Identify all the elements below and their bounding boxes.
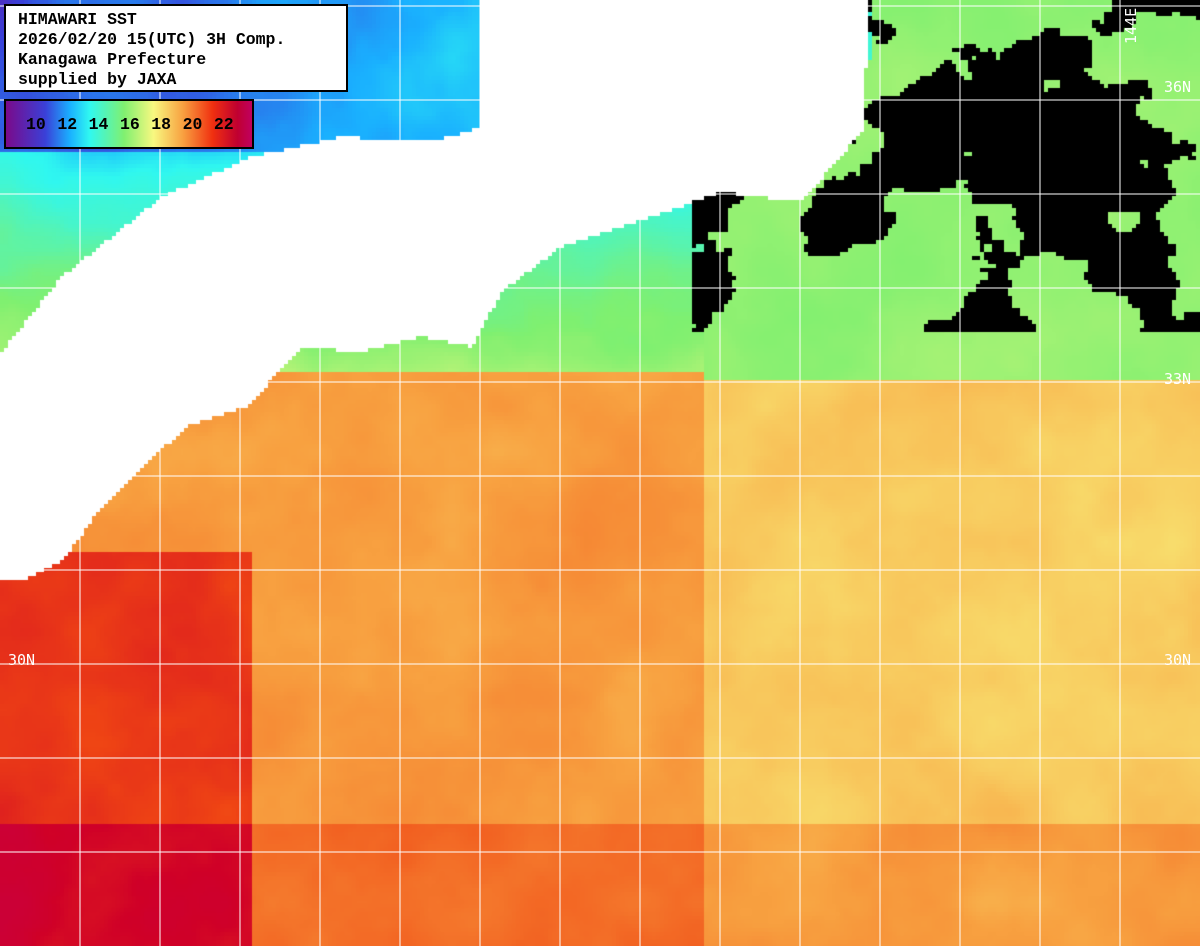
- legend-tick: 14: [88, 114, 109, 134]
- legend-tick: 12: [57, 114, 78, 134]
- legend-tick: 10: [26, 114, 46, 134]
- legend-tick: 22: [213, 114, 234, 134]
- lat-label-33n-right: 33N: [1164, 370, 1192, 388]
- lat-label-30n-right: 30N: [1164, 651, 1192, 669]
- lon-label-136e: 136E: [482, 1, 500, 38]
- lat-label-36n: 36N: [1164, 78, 1192, 96]
- lat-label-33n-left: 33N: [8, 370, 36, 388]
- timestamp: 2026/02/20 15(UTC) 3H Comp.: [18, 30, 286, 49]
- lon-label-144e: 144E: [1122, 7, 1140, 44]
- color-scale-legend: 10 12 14 16 18 20 22: [4, 99, 254, 149]
- provider: Kanagawa Prefecture: [18, 50, 207, 69]
- legend-tick: 18: [151, 114, 172, 134]
- legend-tick: 20: [182, 114, 203, 134]
- title: HIMAWARI SST: [18, 10, 137, 29]
- legend-tick: 16: [119, 114, 140, 134]
- lat-label-30n-left: 30N: [8, 651, 36, 669]
- info-box: HIMAWARI SST 2026/02/20 15(UTC) 3H Comp.…: [4, 4, 348, 92]
- source: supplied by JAXA: [18, 70, 177, 89]
